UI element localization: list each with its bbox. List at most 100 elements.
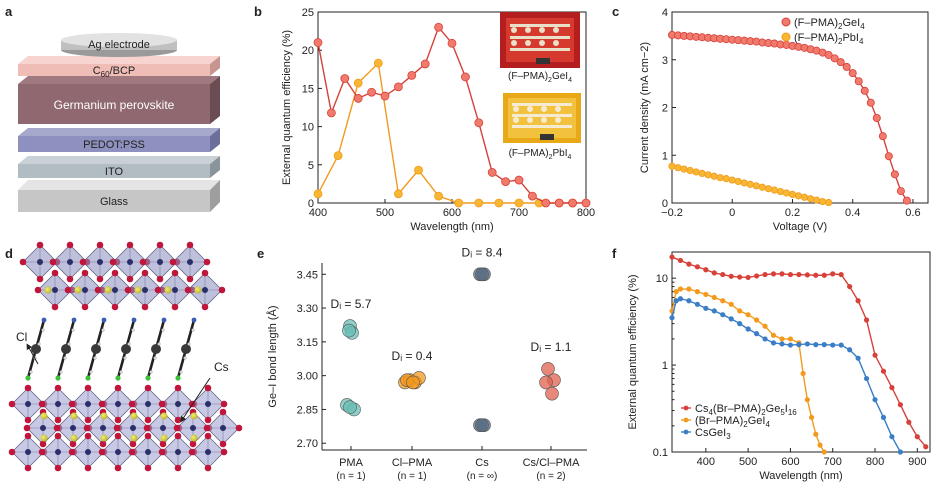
b-series-ge-point [340,74,350,83]
f-series-csgei3-point [762,336,768,342]
cs-atom [194,286,202,294]
benzene-ring [61,344,71,354]
b-series-pb-point [393,189,403,199]
f-ytick-label: 10 [656,273,668,285]
b-ytick-label: 25 [302,7,314,19]
f-series-cs4-point [711,270,717,276]
b-series-ge-point [554,198,564,208]
iodine-atom [84,432,92,440]
iodine-atom [235,424,243,432]
hydrogen-atom [191,328,195,332]
f-series-brpma-point [821,449,827,455]
e-d-label: Dᵢ = 5.7 [331,297,372,311]
c-series-pb-point [812,196,821,204]
iodine-atom [84,416,92,424]
benzene-ring [151,344,161,354]
chart-f: 400 500 600 700 800 900 0.1 1 10 Wavelength (nm) E… [627,251,931,482]
cs-atom [104,286,112,294]
iodine-atom [203,258,211,266]
f-series-csgei3-point [673,298,679,304]
f-ytick-label: 1 [662,360,668,372]
c-xtick-label: 0 [729,207,735,219]
f-series-cs4-point [914,434,920,440]
iodine-atom [171,303,179,311]
f-series-cs4-point [770,271,777,277]
c-series-ge-point [824,50,833,59]
e-point [475,418,489,433]
iodine-atom [83,424,91,432]
c-series-pb-point [698,169,706,177]
b-xlabel: Wavelength (nm) [410,221,493,233]
ge-atom [25,401,31,407]
e-ylabel: Ge–I bond length (Å) [266,305,279,407]
c-series-pb-point [800,193,809,201]
cs-atom [164,286,172,294]
f-series-csgei3-legend-marker [683,429,689,435]
ge-atom [97,259,103,265]
cs-atom [130,412,138,420]
iodine-atom [111,303,119,311]
ge-atom [187,259,193,265]
panel-c-label: c [612,4,619,19]
hydrogen-atom [89,370,93,374]
b-series-ge-point [568,198,577,208]
layer-perovskite-label: Germanium perovskite [54,98,175,112]
f-series-cs4-point [897,402,903,408]
chart-e: 2.70 2.85 3.00 3.15 3.30 3.45 Ge–I bond length… [266,245,587,482]
c-series-pb-point [686,166,694,175]
layer-glass-label: Glass [100,196,129,208]
e-category-label: PMA [339,457,364,469]
f-series-csgei3-point [804,341,810,347]
iodine-atom [49,258,57,266]
b-series-pb-point [514,198,524,208]
cs-atom [134,286,142,294]
iodine-atom [203,424,211,432]
c-series-ge-point [878,132,887,141]
iodine-atom [144,416,152,424]
hydrogen-atom [97,342,101,346]
iodine-atom [156,241,164,249]
e-d-label: Dᵢ = 8.4 [462,245,503,259]
f-series-brpma-legend-marker [683,417,689,423]
c-series-pb-point [668,162,676,170]
f-series-csgei3-point [711,308,717,314]
hydrogen-atom [131,328,135,332]
e-count-label: (n = 1) [397,471,426,482]
e-category-label: Cs [475,457,489,469]
iodine-atom [186,275,194,283]
nitrogen-atom [131,317,137,323]
iodine-atom [66,275,74,283]
c-series-ge-point [854,77,863,86]
f-series-cs4-point [923,444,929,450]
hydrogen-atom [101,328,105,332]
iodine-atom [68,400,76,408]
ge-atom [70,425,76,431]
iodine-atom [201,269,209,277]
f-series-csgei3-point [745,326,751,332]
c-legend-label-ge: (F–PMA)2GeI4 [794,17,865,31]
nitrogen-atom [191,317,197,323]
c-legend-label-pb: (F–PMA)2PbI4 [794,32,864,46]
c-xlabel: Voltage (V) [773,221,827,233]
e-d-label: Dᵢ = 0.4 [392,349,433,363]
benzene-ring [31,344,41,354]
iodine-atom [53,424,61,432]
f-series-csgei3-point [669,315,675,321]
cs-arrow [180,377,211,423]
f-series-cs4-point [737,274,743,280]
ge-atom [25,449,31,455]
f-series-brpma-point [808,414,815,421]
c-series-pb-point [788,190,797,199]
iodine-atom [38,448,46,456]
layer-ag-label: Ag electrode [88,39,150,51]
f-series-csgei3-point [686,298,692,304]
inset-label-ge: (F–PMA)2GeI4 [508,71,572,84]
iodine-atom [171,269,179,277]
f-series-cs4-point [703,267,709,273]
panel-e-label: e [257,246,264,261]
f-series-brpma-point [728,301,734,307]
iodine-atom [141,269,149,277]
ge-atom [202,287,208,293]
c-series-pb-point [764,185,772,193]
